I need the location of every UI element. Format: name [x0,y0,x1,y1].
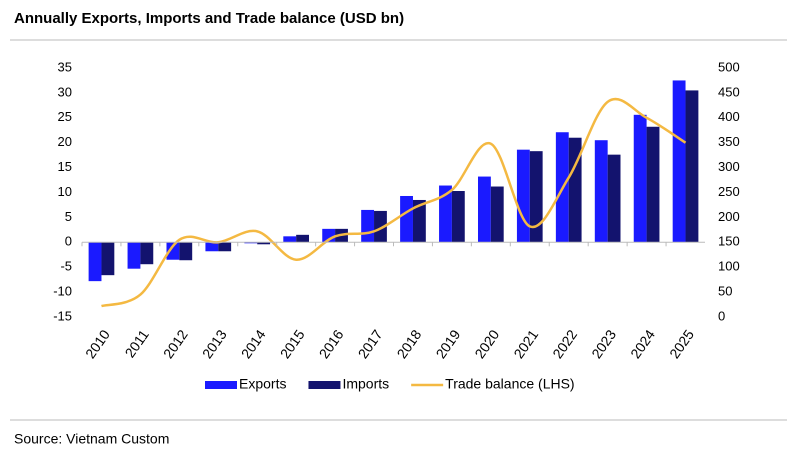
x-tick-label: 2025 [666,327,697,362]
x-tick-label: 2020 [471,327,502,362]
y2-tick-label: 100 [718,259,740,274]
bar [529,151,543,243]
bar [127,242,141,269]
y-tick-label: 20 [58,134,72,149]
x-tick-label: 2021 [510,327,541,362]
legend-swatch [308,381,341,389]
y-tick-label: -5 [60,259,72,274]
y-tick-label: 25 [58,109,72,124]
source: Source: Vietnam Custom [14,431,169,447]
x-tick-label: 2024 [627,327,658,362]
y2-tick-label: 450 [718,84,740,99]
bar [607,154,621,243]
bar [88,242,102,282]
bar [179,242,193,261]
bar [296,234,310,243]
trade-line [101,97,687,308]
bar [439,185,452,243]
y-tick-label: 0 [65,234,72,249]
x-tick-label: 2016 [316,327,347,362]
y-tick-label: -10 [53,284,72,299]
legend-label: Trade balance (LHS) [445,376,574,392]
y2-tick-label: 350 [718,134,740,149]
y2-tick-label: 250 [718,184,740,199]
bar [516,149,530,243]
y2-tick-label: 500 [718,59,740,74]
bar [633,114,647,243]
bar [101,242,115,276]
bar [374,210,387,243]
bar [685,90,699,243]
bar [594,140,608,243]
bar [646,126,660,243]
x-tick-label: 2012 [160,327,191,362]
bar [140,242,154,265]
legend-label: Exports [239,376,286,392]
x-tick-label: 2023 [588,327,619,362]
y-tick-label: 10 [58,184,72,199]
y-tick-label: 35 [58,59,72,74]
y-tick-label: 15 [58,159,72,174]
y2-tick-label: 400 [718,109,740,124]
y-tick-label: 30 [58,84,72,99]
bar [451,191,465,243]
bar [361,209,375,243]
x-tick-label: 2018 [393,327,424,362]
y-tick-label: 5 [65,209,72,224]
x-tick-label: 2013 [199,327,230,362]
bar [477,176,491,243]
x-tick-label: 2015 [277,327,308,362]
y2-tick-label: 50 [718,284,732,299]
bar [568,137,582,243]
bar [490,186,504,243]
y2-tick-label: 300 [718,159,740,174]
bar [283,236,297,243]
x-tick-label: 2019 [432,327,463,362]
chart-title: Annually Exports, Imports and Trade bala… [14,10,404,27]
y2-tick-label: 0 [718,308,725,323]
legend-label: Imports [342,376,389,392]
legend-swatch [205,381,237,389]
bar [400,195,413,243]
bar [412,199,426,243]
x-tick-label: 2017 [355,327,386,362]
x-tick-label: 2014 [238,327,269,362]
y2-tick-label: 150 [718,234,740,249]
bar [166,242,180,260]
bar [205,242,219,252]
y2-tick-label: 200 [718,209,740,224]
y-tick-label: -15 [53,308,72,323]
x-tick-label: 2011 [122,326,152,360]
bar [257,242,271,245]
bar [218,242,232,252]
x-tick-label: 2010 [82,327,113,362]
bar [672,80,686,243]
x-tick-label: 2022 [549,327,580,362]
